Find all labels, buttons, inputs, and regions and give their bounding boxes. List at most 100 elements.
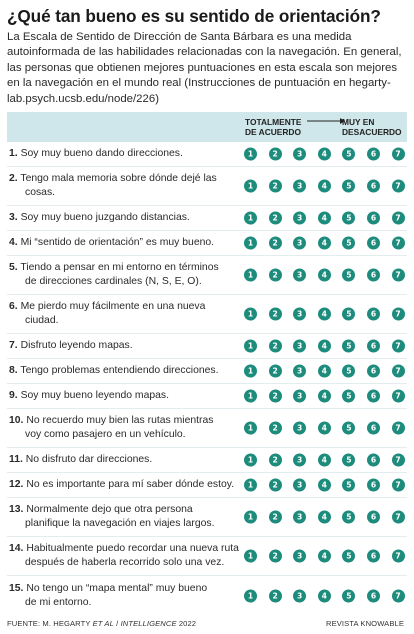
rating-option-4[interactable]: 4: [317, 549, 331, 563]
rating-option-4[interactable]: 4: [317, 147, 331, 161]
rating-option-1[interactable]: 1: [244, 147, 257, 161]
rating-option-3[interactable]: 3: [293, 364, 307, 378]
rating-option-2[interactable]: 2: [268, 364, 282, 378]
rating-option-2[interactable]: 2: [268, 268, 282, 282]
rating-option-5[interactable]: 5: [342, 453, 356, 467]
rating-option-5[interactable]: 5: [342, 147, 356, 161]
rating-option-7[interactable]: 7: [391, 389, 405, 403]
rating-option-6[interactable]: 6: [366, 549, 380, 563]
rating-option-1[interactable]: 1: [244, 478, 257, 492]
rating-option-3[interactable]: 3: [293, 389, 307, 403]
rating-option-3[interactable]: 3: [293, 179, 307, 193]
rating-option-5[interactable]: 5: [342, 211, 356, 225]
rating-option-4[interactable]: 4: [317, 421, 331, 435]
rating-option-7[interactable]: 7: [391, 589, 405, 602]
rating-option-7[interactable]: 7: [391, 549, 405, 563]
rating-option-7[interactable]: 7: [391, 364, 405, 378]
rating-option-4[interactable]: 4: [317, 510, 331, 524]
rating-option-3[interactable]: 3: [293, 268, 307, 282]
rating-option-1[interactable]: 1: [244, 268, 257, 282]
rating-option-7[interactable]: 7: [391, 179, 405, 193]
rating-option-1[interactable]: 1: [244, 389, 257, 403]
rating-option-1[interactable]: 1: [244, 421, 257, 435]
rating-option-6[interactable]: 6: [366, 510, 380, 524]
rating-option-4[interactable]: 4: [317, 179, 331, 193]
rating-option-7[interactable]: 7: [391, 421, 405, 435]
rating-option-5[interactable]: 5: [342, 339, 356, 353]
rating-option-6[interactable]: 6: [366, 478, 380, 492]
rating-option-5[interactable]: 5: [342, 307, 356, 321]
rating-option-3[interactable]: 3: [293, 510, 307, 524]
rating-option-2[interactable]: 2: [268, 549, 282, 563]
rating-option-4[interactable]: 4: [317, 453, 331, 467]
rating-option-3[interactable]: 3: [293, 478, 307, 492]
rating-option-3[interactable]: 3: [293, 453, 307, 467]
rating-option-5[interactable]: 5: [342, 589, 356, 602]
rating-option-4[interactable]: 4: [317, 589, 331, 602]
rating-option-3[interactable]: 3: [293, 307, 307, 321]
rating-option-6[interactable]: 6: [366, 364, 380, 378]
rating-option-6[interactable]: 6: [366, 589, 380, 602]
rating-option-1[interactable]: 1: [244, 453, 257, 467]
rating-option-7[interactable]: 7: [391, 453, 405, 467]
rating-option-1[interactable]: 1: [244, 307, 257, 321]
rating-option-4[interactable]: 4: [317, 478, 331, 492]
rating-option-1[interactable]: 1: [244, 179, 257, 193]
rating-option-6[interactable]: 6: [366, 147, 380, 161]
rating-option-2[interactable]: 2: [268, 179, 282, 193]
rating-option-4[interactable]: 4: [317, 307, 331, 321]
rating-option-5[interactable]: 5: [342, 510, 356, 524]
rating-option-5[interactable]: 5: [342, 268, 356, 282]
rating-option-4[interactable]: 4: [317, 364, 331, 378]
rating-option-5[interactable]: 5: [342, 236, 356, 250]
rating-option-7[interactable]: 7: [391, 307, 405, 321]
rating-option-3[interactable]: 3: [293, 589, 307, 602]
rating-option-1[interactable]: 1: [244, 510, 257, 524]
rating-option-2[interactable]: 2: [268, 211, 282, 225]
rating-option-2[interactable]: 2: [268, 307, 282, 321]
rating-option-5[interactable]: 5: [342, 549, 356, 563]
rating-option-2[interactable]: 2: [268, 510, 282, 524]
rating-option-1[interactable]: 1: [244, 589, 257, 602]
rating-option-6[interactable]: 6: [366, 453, 380, 467]
rating-option-2[interactable]: 2: [268, 339, 282, 353]
rating-option-2[interactable]: 2: [268, 453, 282, 467]
rating-option-7[interactable]: 7: [391, 268, 405, 282]
rating-option-6[interactable]: 6: [366, 339, 380, 353]
rating-option-2[interactable]: 2: [268, 147, 282, 161]
rating-option-7[interactable]: 7: [391, 339, 405, 353]
rating-option-1[interactable]: 1: [244, 211, 257, 225]
rating-option-3[interactable]: 3: [293, 147, 307, 161]
rating-option-2[interactable]: 2: [268, 421, 282, 435]
rating-option-5[interactable]: 5: [342, 478, 356, 492]
rating-option-6[interactable]: 6: [366, 179, 380, 193]
rating-option-1[interactable]: 1: [244, 339, 257, 353]
rating-option-6[interactable]: 6: [366, 268, 380, 282]
rating-option-2[interactable]: 2: [268, 236, 282, 250]
rating-option-4[interactable]: 4: [317, 236, 331, 250]
rating-option-2[interactable]: 2: [268, 589, 282, 602]
rating-option-4[interactable]: 4: [317, 268, 331, 282]
rating-option-5[interactable]: 5: [342, 179, 356, 193]
rating-option-3[interactable]: 3: [293, 236, 307, 250]
rating-option-4[interactable]: 4: [317, 339, 331, 353]
rating-option-7[interactable]: 7: [391, 211, 405, 225]
rating-option-7[interactable]: 7: [391, 147, 405, 161]
rating-option-3[interactable]: 3: [293, 339, 307, 353]
rating-option-2[interactable]: 2: [268, 389, 282, 403]
rating-option-4[interactable]: 4: [317, 389, 331, 403]
rating-option-5[interactable]: 5: [342, 421, 356, 435]
rating-option-3[interactable]: 3: [293, 549, 307, 563]
rating-option-1[interactable]: 1: [244, 364, 257, 378]
rating-option-7[interactable]: 7: [391, 510, 405, 524]
rating-option-7[interactable]: 7: [391, 236, 405, 250]
rating-option-1[interactable]: 1: [244, 236, 257, 250]
rating-option-6[interactable]: 6: [366, 421, 380, 435]
rating-option-4[interactable]: 4: [317, 211, 331, 225]
rating-option-5[interactable]: 5: [342, 389, 356, 403]
rating-option-6[interactable]: 6: [366, 236, 380, 250]
rating-option-3[interactable]: 3: [293, 211, 307, 225]
rating-option-7[interactable]: 7: [391, 478, 405, 492]
rating-option-1[interactable]: 1: [244, 549, 257, 563]
rating-option-2[interactable]: 2: [268, 478, 282, 492]
